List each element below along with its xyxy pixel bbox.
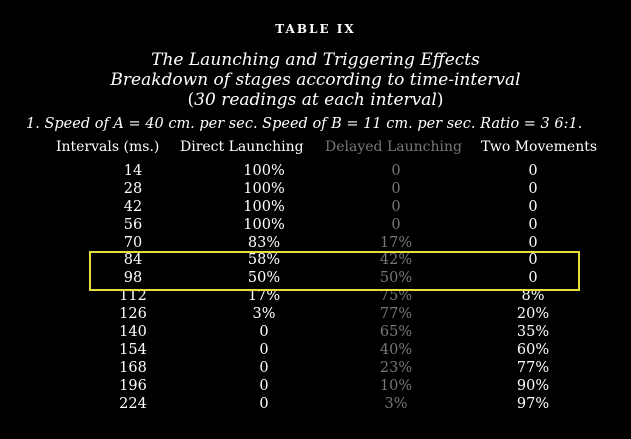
table-row: 224 0 3% 97% — [0, 396, 631, 414]
interval-cell: 42 — [123, 198, 143, 215]
direct-launching-cell: 100% — [243, 216, 285, 233]
interval-cell: 56 — [123, 216, 143, 233]
table-row: 56 100% 0 0 — [0, 217, 631, 235]
header-intervals: Intervals (ms.) — [56, 139, 160, 155]
two-movements-cell: 90% — [516, 377, 550, 394]
delayed-launching-cell: 0 — [391, 198, 401, 215]
table-row: 70 83% 17% 0 — [0, 235, 631, 253]
two-movements-cell: 0 — [528, 198, 538, 215]
table-row: 42 100% 0 0 — [0, 199, 631, 217]
table-row: 98 50% 50% 0 — [0, 270, 631, 288]
two-movements-cell: 8% — [521, 288, 545, 305]
direct-launching-cell: 17% — [247, 288, 281, 305]
delayed-launching-cell: 10% — [379, 377, 413, 394]
delayed-launching-cell: 75% — [379, 288, 413, 305]
direct-launching-cell: 3% — [252, 306, 276, 323]
delayed-launching-cell: 23% — [379, 359, 413, 376]
delayed-launching-cell: 40% — [379, 341, 413, 358]
delayed-launching-cell: 0 — [391, 216, 401, 233]
delayed-launching-cell: 42% — [379, 252, 413, 269]
two-movements-cell: 0 — [528, 216, 538, 233]
interval-cell: 14 — [123, 163, 143, 179]
table-label: TABLE IX — [275, 22, 356, 36]
two-movements-cell: 0 — [528, 163, 538, 179]
direct-launching-cell: 58% — [247, 252, 281, 269]
direct-launching-cell: 0 — [259, 341, 269, 358]
two-movements-cell: 0 — [528, 180, 538, 197]
interval-cell: 126 — [119, 306, 147, 323]
table-row: 28 100% 0 0 — [0, 181, 631, 199]
two-movements-cell: 60% — [516, 341, 550, 358]
delayed-launching-cell: 17% — [379, 234, 413, 251]
readings-text: 30 readings at each interval — [194, 90, 437, 110]
two-movements-cell: 35% — [516, 324, 550, 341]
direct-launching-cell: 0 — [259, 359, 269, 376]
interval-cell: 84 — [123, 252, 143, 269]
direct-launching-cell: 100% — [243, 163, 285, 179]
paren-open: ( — [187, 90, 195, 110]
interval-cell: 168 — [119, 359, 147, 376]
delayed-launching-cell: 3% — [384, 395, 408, 412]
direct-launching-cell: 0 — [259, 377, 269, 394]
table-row: 168 0 23% 77% — [0, 360, 631, 378]
interval-cell: 98 — [123, 270, 143, 287]
interval-cell: 224 — [119, 395, 147, 412]
header-direct-launching: Direct Launching — [180, 139, 304, 155]
interval-cell: 196 — [119, 377, 147, 394]
interval-cell: 140 — [119, 324, 147, 341]
column-headers: Intervals (ms.) Direct Launching Delayed… — [0, 139, 631, 159]
direct-launching-cell: 100% — [243, 180, 285, 197]
direct-launching-cell: 50% — [247, 270, 281, 287]
table-row: 112 17% 75% 8% — [0, 288, 631, 306]
delayed-launching-cell: 77% — [379, 306, 413, 323]
two-movements-cell: 97% — [516, 395, 550, 412]
interval-cell: 112 — [119, 288, 147, 305]
direct-launching-cell: 0 — [259, 395, 269, 412]
direct-launching-cell: 0 — [259, 324, 269, 341]
paren-close: ) — [436, 90, 444, 110]
delayed-launching-cell: 65% — [379, 324, 413, 341]
table-row: 140 0 65% 35% — [0, 324, 631, 342]
delayed-launching-cell: 50% — [379, 270, 413, 287]
table-row: 154 0 40% 60% — [0, 342, 631, 360]
table-row: 14 100% 0 0 — [0, 163, 631, 181]
interval-cell: 28 — [123, 180, 143, 197]
interval-cell: 70 — [123, 234, 143, 251]
delayed-launching-cell: 0 — [391, 163, 401, 179]
table-row: 196 0 10% 90% — [0, 378, 631, 396]
header-two-movements: Two Movements — [481, 139, 598, 155]
two-movements-cell: 0 — [528, 270, 538, 287]
two-movements-cell: 0 — [528, 252, 538, 269]
header-delayed-launching: Delayed Launching — [325, 139, 462, 155]
highlight-box — [89, 251, 580, 291]
direct-launching-cell: 100% — [243, 198, 285, 215]
two-movements-cell: 0 — [528, 234, 538, 251]
table-row: 126 3% 77% 20% — [0, 306, 631, 324]
table-title: The Launching and Triggering Effects — [151, 50, 480, 70]
direct-launching-cell: 83% — [247, 234, 281, 251]
speed-condition: 1. Speed of A = 40 cm. per sec. Speed of… — [26, 116, 583, 132]
interval-cell: 154 — [119, 341, 147, 358]
table-subtitle: Breakdown of stages according to time-in… — [110, 70, 521, 90]
table-body: 14 100% 0 0 28 100% 0 0 42 100% 0 0 56 100% 0 0 70 83% 17%… — [0, 163, 631, 413]
two-movements-cell: 20% — [516, 306, 550, 323]
table-readings-note: (30 readings at each interval) — [0, 91, 631, 109]
table-row: 84 58% 42% 0 — [0, 252, 631, 270]
delayed-launching-cell: 0 — [391, 180, 401, 197]
two-movements-cell: 77% — [516, 359, 550, 376]
